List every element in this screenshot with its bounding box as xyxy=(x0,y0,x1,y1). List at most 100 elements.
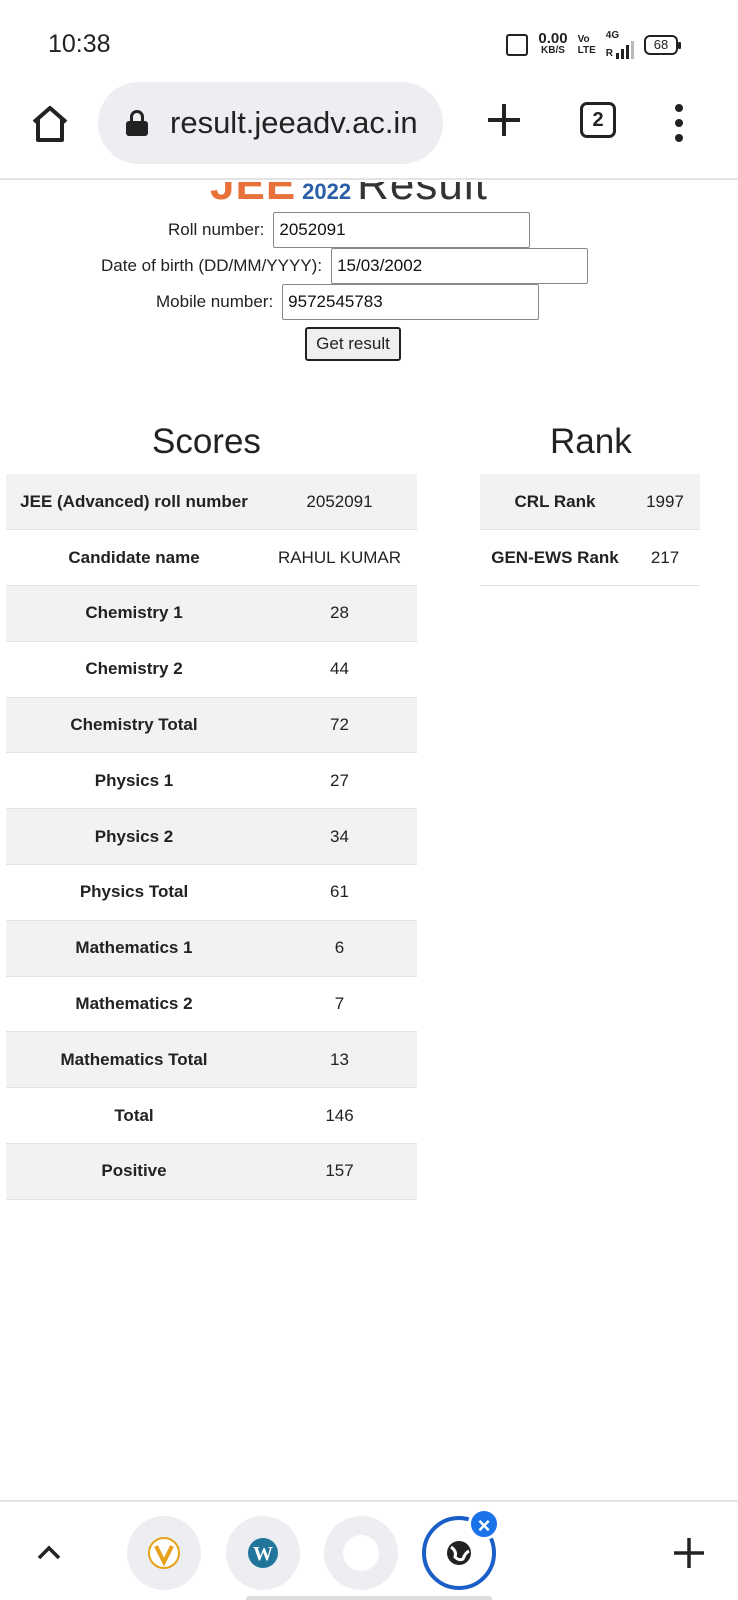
score-row-value: 7 xyxy=(262,976,417,1033)
speed-value: 0.00 xyxy=(538,29,568,47)
signal-bars xyxy=(616,41,634,59)
tab-blank[interactable] xyxy=(324,1516,398,1590)
dob-input[interactable] xyxy=(331,248,589,284)
vedantu-icon xyxy=(148,1537,180,1569)
score-row: Physics Total 61 xyxy=(6,864,417,921)
rank-row-label: CRL Rank xyxy=(480,474,630,531)
score-row-label: Chemistry 1 xyxy=(6,585,262,642)
roaming-indicator: R xyxy=(605,48,613,59)
score-row-value: 28 xyxy=(262,585,417,642)
score-row-value: 27 xyxy=(262,752,417,810)
score-row-label: Positive xyxy=(6,1143,262,1200)
dob-row: Date of birth (DD/MM/YYYY): xyxy=(101,248,589,284)
score-row-value: 2052091 xyxy=(262,474,417,531)
more-vert-icon[interactable] xyxy=(672,104,686,142)
volte-top: Vo xyxy=(577,33,590,45)
score-row-label: Chemistry 2 xyxy=(6,641,262,698)
rank-row-value: 1997 xyxy=(630,474,700,531)
score-row-value: 146 xyxy=(262,1087,417,1145)
rank-row-value: 217 xyxy=(630,529,700,587)
home-icon[interactable] xyxy=(28,102,72,146)
score-row-label: Physics Total xyxy=(6,864,262,921)
browser-toolbar: result.jeeadv.ac.in 2 xyxy=(0,80,738,180)
score-row-label: Candidate name xyxy=(6,529,262,587)
score-row-value: 72 xyxy=(262,697,417,754)
speed-unit: KB/S xyxy=(541,44,565,56)
signal-icon: 4G R xyxy=(606,30,634,59)
network-type: 4G xyxy=(605,30,620,41)
scores-title: Scores xyxy=(152,422,261,461)
score-row: Physics 2 34 xyxy=(6,808,417,866)
rank-table: CRL Rank 1997 GEN-EWS Rank 217 xyxy=(480,474,700,587)
vibrate-icon xyxy=(506,33,529,56)
score-row-value: 61 xyxy=(262,864,417,921)
get-result-button[interactable]: Get result xyxy=(305,327,401,361)
score-row-label: Physics 2 xyxy=(6,808,262,866)
score-row: Mathematics Total 13 xyxy=(6,1031,417,1089)
score-row-label: Mathematics 1 xyxy=(6,920,262,977)
status-time: 10:38 xyxy=(48,30,111,58)
score-row-label: Mathematics 2 xyxy=(6,976,262,1033)
address-bar[interactable]: result.jeeadv.ac.in xyxy=(98,82,443,164)
url-text[interactable]: result.jeeadv.ac.in xyxy=(170,105,418,140)
score-row-value: 6 xyxy=(262,920,417,977)
home-indicator xyxy=(246,1596,492,1600)
plus-icon[interactable] xyxy=(672,1536,706,1570)
score-row-label: Mathematics Total xyxy=(6,1031,262,1089)
tab-switcher-button[interactable]: 2 xyxy=(580,102,616,138)
tab-wordpress[interactable]: W xyxy=(226,1516,300,1590)
score-row-value: 34 xyxy=(262,808,417,866)
status-bar: 10:38 0.00 KB/S Vo LTE 4G R 68 xyxy=(0,0,738,80)
volte-bottom: LTE xyxy=(577,44,596,56)
header-year: 2022 xyxy=(302,182,352,204)
volte-icon: Vo LTE xyxy=(578,34,596,56)
blank-tab-icon xyxy=(343,1535,379,1571)
rank-row: CRL Rank 1997 xyxy=(480,474,700,531)
rank-title: Rank xyxy=(550,422,632,461)
rank-row: GEN-EWS Rank 217 xyxy=(480,529,700,587)
roll-number-label: Roll number: xyxy=(168,220,265,239)
header-jee: JEE xyxy=(210,182,297,209)
close-icon[interactable]: × xyxy=(468,1508,500,1540)
score-row: Total 146 xyxy=(6,1087,417,1145)
globe-icon xyxy=(447,1541,471,1565)
tab-current[interactable] xyxy=(422,1516,496,1590)
score-row-label: Physics 1 xyxy=(6,752,262,810)
score-row-label: JEE (Advanced) roll number xyxy=(6,474,262,531)
battery-icon: 68 xyxy=(644,34,681,55)
network-speed: 0.00 KB/S xyxy=(538,29,568,57)
page-content: JEE 2022 Result Roll number: Date of bir… xyxy=(0,182,738,1500)
mobile-number-label: Mobile number: xyxy=(156,292,274,311)
score-row: Chemistry 1 28 xyxy=(6,585,417,642)
chevron-up-icon[interactable] xyxy=(36,1540,62,1566)
mobile-number-row: Mobile number: xyxy=(156,284,540,320)
score-row-value: RAHUL KUMAR xyxy=(262,529,417,587)
score-row: Physics 1 27 xyxy=(6,752,417,810)
plus-icon[interactable] xyxy=(484,100,524,140)
score-row: Chemistry 2 44 xyxy=(6,641,417,698)
lock-icon[interactable] xyxy=(126,110,148,136)
score-row: Positive 157 xyxy=(6,1143,417,1200)
score-row-value: 157 xyxy=(262,1143,417,1200)
score-row: Candidate name RAHUL KUMAR xyxy=(6,529,417,587)
svg-text:W: W xyxy=(253,1543,273,1565)
bottom-tab-strip: W × xyxy=(0,1500,738,1600)
scores-table: JEE (Advanced) roll number 2052091 Candida… xyxy=(6,474,417,1200)
status-icons: 0.00 KB/S Vo LTE 4G R 68 xyxy=(506,29,681,59)
wordpress-icon: W xyxy=(248,1538,278,1568)
roll-number-row: Roll number: xyxy=(168,212,531,248)
header-result: Result xyxy=(357,182,488,209)
score-row-label: Total xyxy=(6,1087,262,1145)
dob-label: Date of birth (DD/MM/YYYY): xyxy=(101,256,323,275)
score-row: Chemistry Total 72 xyxy=(6,697,417,754)
score-row: JEE (Advanced) roll number 2052091 xyxy=(6,474,417,531)
mobile-number-input[interactable] xyxy=(282,284,540,320)
rank-row-label: GEN-EWS Rank xyxy=(480,529,630,587)
roll-number-input[interactable] xyxy=(273,212,531,248)
score-row-label: Chemistry Total xyxy=(6,697,262,754)
page-header: JEE 2022 Result xyxy=(210,182,488,209)
tab-vedantu[interactable] xyxy=(127,1516,201,1590)
score-row-value: 44 xyxy=(262,641,417,698)
